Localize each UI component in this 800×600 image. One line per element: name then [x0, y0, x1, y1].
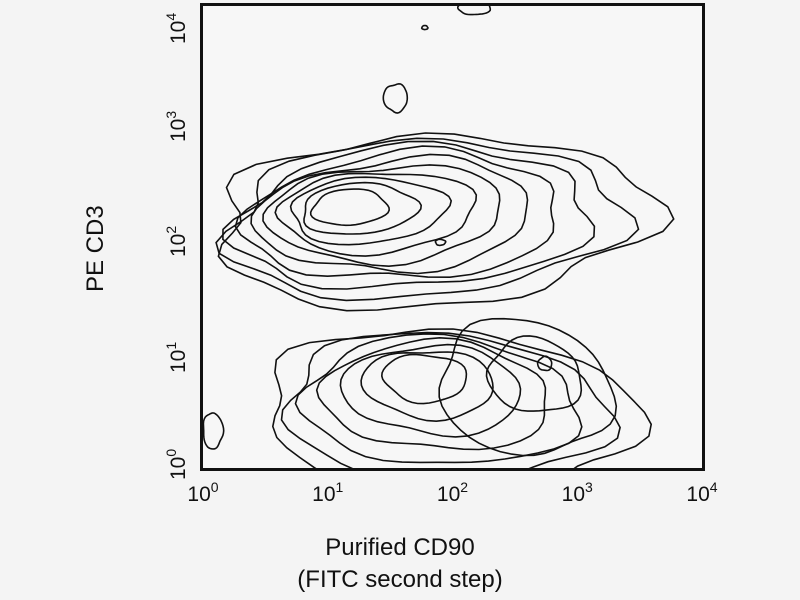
- y-axis-label: PE CD3: [82, 205, 109, 292]
- y-tick-base: 10: [167, 118, 190, 142]
- contour-line: [203, 412, 225, 450]
- y-tick-label: 102: [163, 226, 190, 257]
- x-tick-exponent: 2: [460, 479, 469, 495]
- contour-line: [360, 351, 494, 423]
- y-tick-base: 10: [167, 20, 190, 44]
- x-tick-base: 10: [436, 483, 461, 506]
- x-tick-label: 103: [561, 480, 593, 506]
- x-tick-exponent: 1: [335, 479, 344, 495]
- contour-line: [434, 238, 447, 247]
- y-tick-label: 100: [163, 449, 190, 480]
- x-tick-base: 10: [561, 483, 586, 506]
- x-tick-label: 102: [436, 480, 468, 506]
- contour-line: [215, 137, 640, 302]
- contour-line: [274, 172, 478, 257]
- contour-line: [222, 140, 596, 290]
- contour-line: [271, 328, 653, 468]
- contour-line: [294, 333, 583, 464]
- contour-line: [536, 355, 553, 372]
- y-tick-exponent: 1: [163, 341, 179, 350]
- contour-line: [289, 176, 453, 246]
- contour-line: [303, 181, 423, 235]
- contour-line: [280, 331, 621, 468]
- x-tick-exponent: 0: [210, 479, 219, 495]
- contour-line: [457, 6, 492, 16]
- contour-line: [309, 188, 391, 227]
- plot-area: [200, 3, 705, 471]
- x-tick-base: 10: [686, 483, 710, 506]
- contour-line: [420, 24, 429, 31]
- y-tick-exponent: 2: [163, 225, 179, 234]
- contour-line: [380, 353, 468, 405]
- y-tick-exponent: 4: [163, 12, 179, 21]
- x-tick-exponent: 3: [585, 479, 593, 495]
- y-tick-label: 101: [163, 341, 190, 373]
- contour-line: [339, 343, 522, 438]
- x-tick-label: 100: [187, 480, 218, 506]
- contour-line: [485, 335, 583, 412]
- y-tick-base: 10: [167, 456, 190, 480]
- x-axis-label-line1: Purified CD90: [325, 534, 475, 561]
- x-tick-label: 104: [686, 480, 717, 506]
- contour-line: [315, 336, 547, 451]
- contour-lines: [203, 6, 675, 468]
- x-tick-exponent: 4: [709, 479, 718, 495]
- y-tick-label: 103: [163, 110, 190, 142]
- contour-line: [262, 164, 501, 268]
- contour-line: [234, 145, 555, 279]
- x-tick-label: 101: [312, 480, 343, 506]
- contour-line: [217, 132, 675, 312]
- contour-line: [438, 317, 618, 457]
- y-tick-exponent: 3: [163, 110, 179, 119]
- y-tick-exponent: 0: [163, 448, 179, 457]
- x-tick-base: 10: [312, 483, 336, 506]
- contour-line: [382, 82, 409, 114]
- y-tick-label: 104: [163, 13, 190, 44]
- y-tick-base: 10: [167, 349, 190, 373]
- x-axis-label-line2: (FITC second step): [297, 566, 503, 593]
- contour-line: [250, 153, 529, 275]
- x-tick-base: 10: [187, 483, 211, 506]
- y-tick-base: 10: [167, 233, 190, 257]
